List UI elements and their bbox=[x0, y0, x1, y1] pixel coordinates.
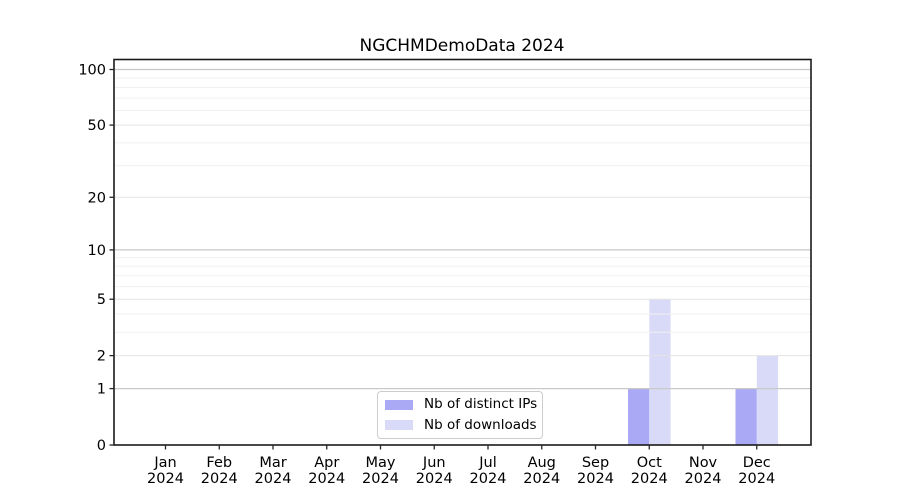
y-tick-label: 50 bbox=[88, 118, 106, 134]
y-tick-label: 1 bbox=[97, 382, 106, 398]
x-tick-label-month: Jul bbox=[478, 455, 497, 471]
x-tick-label-month: Jun bbox=[422, 455, 446, 471]
x-tick-label-year: 2024 bbox=[685, 471, 722, 487]
bar-downloads-Oct bbox=[649, 299, 671, 445]
x-tick-label-year: 2024 bbox=[201, 471, 238, 487]
y-tick-label: 100 bbox=[78, 63, 106, 79]
x-tick-label-month: Feb bbox=[206, 455, 232, 471]
x-tick-label-year: 2024 bbox=[523, 471, 560, 487]
legend-item-distinct-ips: Nb of distinct IPs bbox=[385, 396, 542, 413]
y-tick-label: 2 bbox=[97, 349, 106, 365]
x-tick-label-year: 2024 bbox=[308, 471, 345, 487]
x-tick-label-year: 2024 bbox=[631, 471, 668, 487]
bar-downloads-Dec bbox=[756, 355, 779, 445]
x-tick-label-month: Apr bbox=[314, 455, 339, 471]
x-tick-label-month: May bbox=[366, 455, 396, 471]
x-tick-label-year: 2024 bbox=[362, 471, 399, 487]
x-tick-label-month: Mar bbox=[259, 455, 286, 471]
legend-swatch-downloads bbox=[385, 420, 413, 431]
x-tick-label-year: 2024 bbox=[738, 471, 775, 487]
x-tick-label-year: 2024 bbox=[147, 471, 184, 487]
x-tick-label-year: 2024 bbox=[470, 471, 507, 487]
legend-label-distinct-ips: Nb of distinct IPs bbox=[424, 396, 538, 413]
legend-label-downloads: Nb of downloads bbox=[424, 417, 537, 433]
x-tick-label-year: 2024 bbox=[255, 471, 292, 487]
x-tick-label-month: Jan bbox=[153, 455, 176, 471]
y-tick-label: 0 bbox=[97, 438, 106, 454]
bar-distinct-ips-Dec bbox=[735, 388, 757, 445]
legend: Nb of distinct IPs Nb of downloads bbox=[377, 391, 543, 439]
legend-item-downloads: Nb of downloads bbox=[385, 417, 542, 434]
axes-box bbox=[113, 58, 812, 446]
y-tick-label: 5 bbox=[97, 292, 106, 308]
x-tick-label-month: Aug bbox=[528, 455, 556, 471]
x-tick-label-year: 2024 bbox=[416, 471, 453, 487]
x-tick-label-month: Oct bbox=[637, 455, 662, 471]
legend-swatch-distinct-ips bbox=[385, 399, 413, 410]
x-tick-label-month: Sep bbox=[582, 455, 609, 471]
bar-distinct-ips-Oct bbox=[628, 388, 650, 445]
x-tick-label-month: Dec bbox=[743, 455, 771, 471]
y-tick-label: 10 bbox=[88, 243, 106, 259]
x-tick-label-month: Nov bbox=[689, 455, 718, 471]
chart-title: NGCHMDemoData 2024 bbox=[360, 36, 565, 56]
y-tick-label: 20 bbox=[88, 190, 106, 206]
x-tick-label-year: 2024 bbox=[577, 471, 614, 487]
